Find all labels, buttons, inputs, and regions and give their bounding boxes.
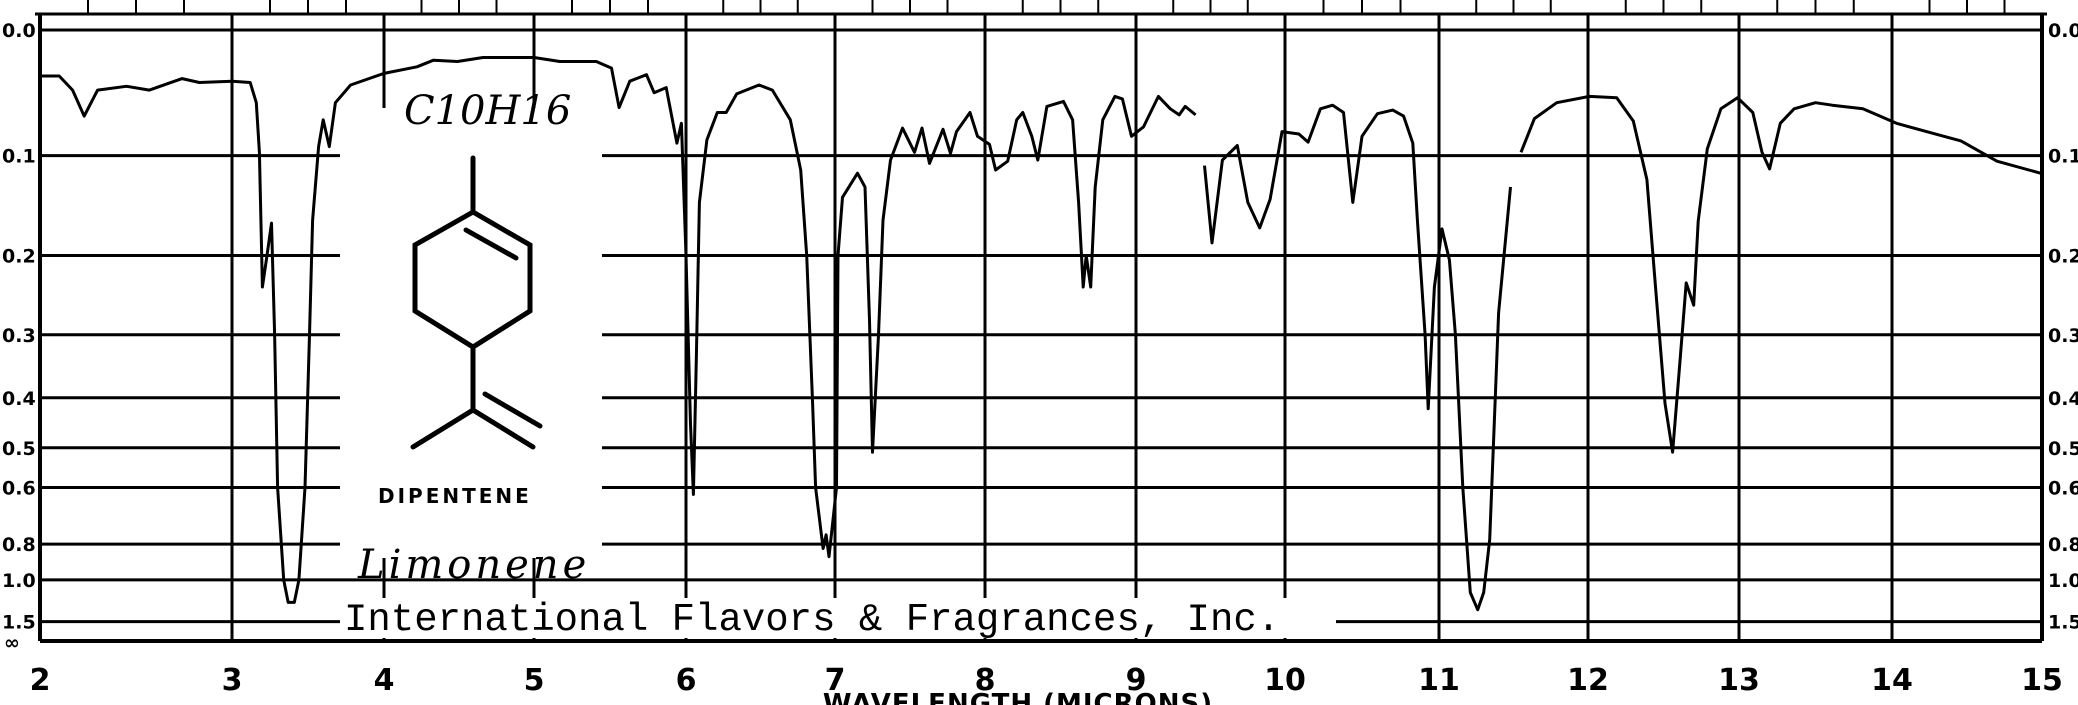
y-tick-label-right: 0.6 — [2048, 478, 2078, 500]
y-tick-label-right: 1.0 — [2048, 570, 2078, 592]
chart-frame — [35, 0, 2047, 643]
x-axis-ticks: 2 3 4 5 6 7 8 9 10 11 12 13 14 15 — [30, 663, 2063, 698]
y-tick-label-right: 0.1 — [2048, 146, 2078, 168]
company-label-background — [340, 598, 1336, 638]
y-tick-label-infinity: ∞ — [4, 632, 20, 654]
x-tick-label: 14 — [1871, 663, 1913, 698]
y-tick-label-right: 0.2 — [2048, 245, 2078, 267]
y-tick-label-left: 0.1 — [2, 146, 36, 168]
y-axis-ticks: 0.0 0.0 0.1 0.1 0.2 0.2 0.3 0.3 0.4 0.4 0.5 0.5 0.6 0… — [2, 20, 2078, 654]
spectrum-segment — [1203, 103, 1512, 612]
compound-name: DIPENTENE — [378, 484, 532, 508]
x-tick-label: 5 — [524, 663, 545, 698]
x-tick-label: 2 — [30, 663, 51, 698]
y-tick-label-left: 0.5 — [2, 438, 36, 460]
x-tick-label: 15 — [2021, 663, 2063, 698]
handwritten-name: Limonene — [357, 542, 590, 588]
y-tick-label-right: 0.8 — [2048, 534, 2078, 556]
y-tick-label-left: 0.3 — [2, 325, 36, 347]
spectrum-trace — [40, 56, 2041, 612]
x-tick-label: 13 — [1718, 663, 1760, 698]
y-tick-label-left: 1.5 — [2, 612, 36, 634]
x-tick-label: 7 — [825, 663, 846, 698]
y-tick-label-right: 0.5 — [2048, 438, 2078, 460]
y-tick-label-right: 1.5 — [2048, 612, 2078, 634]
y-tick-label-left: 0.8 — [2, 534, 36, 556]
x-tick-label: 11 — [1418, 663, 1460, 698]
y-tick-label-right: 0.4 — [2048, 388, 2078, 410]
x-tick-label: 9 — [1126, 663, 1147, 698]
x-tick-label: 4 — [374, 663, 395, 698]
spectrum-segment — [1519, 94, 2041, 454]
x-tick-label: 12 — [1567, 663, 1609, 698]
y-tick-label-right: 0.3 — [2048, 325, 2078, 347]
x-axis-title: WAVELENGTH (MICRONS) — [823, 689, 1213, 705]
y-tick-label-left: 0.4 — [2, 388, 36, 410]
molecular-formula: C10H16 — [404, 88, 571, 134]
y-tick-label-left: 0.0 — [2, 20, 36, 42]
y-tick-label-right: 0.0 — [2048, 20, 2078, 42]
dipentene-structure-diagram — [410, 155, 543, 450]
x-tick-label: 8 — [975, 663, 996, 698]
spectrum-segment — [40, 56, 1197, 604]
x-tick-label: 3 — [222, 663, 243, 698]
y-tick-label-left: 1.0 — [2, 570, 36, 592]
x-tick-label: 6 — [676, 663, 697, 698]
y-tick-label-left: 0.2 — [2, 245, 36, 267]
x-tick-label: 10 — [1264, 663, 1306, 698]
company-label: International Flavors & Fragrances, Inc. — [344, 598, 1280, 642]
y-tick-label-left: 0.6 — [2, 478, 36, 500]
